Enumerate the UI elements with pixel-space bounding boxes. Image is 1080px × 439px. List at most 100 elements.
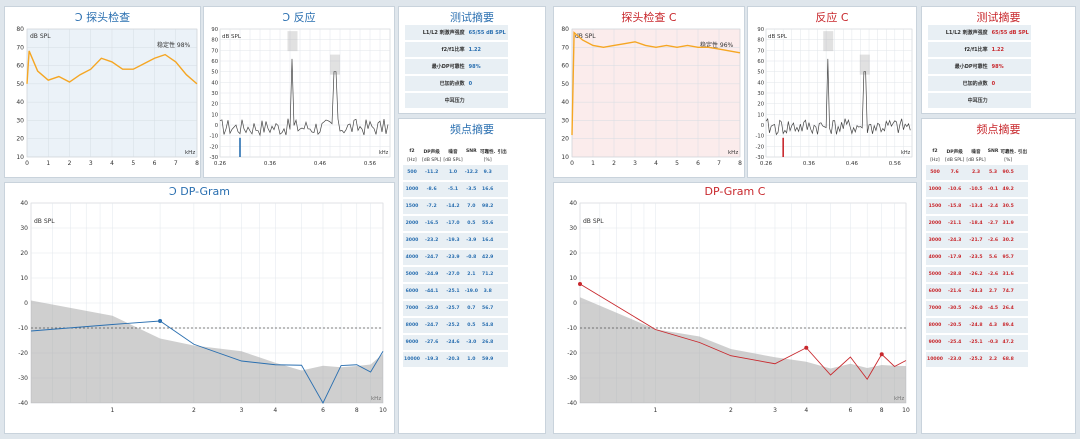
y-tick-label: 70 [561, 44, 569, 51]
x-tick-label: 0 [25, 160, 29, 167]
x-tick-label: 2 [612, 160, 616, 167]
table-cell: 0.5 [463, 215, 479, 233]
y-tick-label: 70 [16, 44, 24, 51]
table-cell: 1000 [403, 181, 421, 199]
table-cell: 3000 [403, 232, 421, 250]
table-cell: 26.8 [478, 334, 497, 352]
table-cell: -18.4 [965, 215, 987, 233]
column-header: SNR [987, 149, 999, 154]
table-cell: -44.1 [420, 283, 443, 301]
x-tick-label: 0.26 [760, 161, 773, 167]
x-unit-label: kHz [379, 150, 389, 156]
dp-point [158, 319, 163, 323]
summary-value: 0 [466, 75, 508, 93]
table-cell: -5.1 [442, 181, 464, 199]
table-row: 1500 -7.2 -14.2 7.0 98.2 [403, 198, 508, 216]
table-cell: -25.1 [965, 334, 987, 352]
y-unit-label: dB SPL [222, 34, 242, 40]
right-freq-summary-table: f2 DP声级 噪音 SNR 可靠性. 引出 [Hz] [dB SPL] [dB SPL] [%]… [926, 147, 1029, 369]
y-tick-label: 60 [16, 63, 24, 70]
table-row: 1000 -8.6 -5.1 -3.5 16.6 [403, 181, 508, 199]
stability-label: 稳定性 96% [700, 41, 734, 49]
right-probe-panel: 探头检查 C 80 70 60 50 40 30 20 10 0 1 2 3 4 5 6 7 8 dB SPL 稳定… [553, 6, 745, 178]
table-cell: -27.0 [442, 266, 464, 284]
y-tick-label: 10 [757, 112, 764, 118]
table-cell: -24.7 [420, 249, 443, 267]
table-cell: -25.4 [943, 334, 966, 352]
table-row: 2000 -16.5 -17.0 0.5 55.6 [403, 215, 508, 233]
y-tick-label: 20 [757, 102, 764, 108]
left-freq-summary-title: 频点摘要 [450, 123, 494, 136]
summary-key: 最小DP可靠性 [405, 58, 467, 76]
summary-value: 1.22 [466, 41, 508, 59]
summary-row: 中耳压力 [928, 92, 1031, 110]
table-cell: -10.6 [943, 181, 966, 199]
summary-key: 中耳压力 [405, 92, 467, 110]
table-row: 9000 -25.4 -25.1 -0.3 47.2 [926, 334, 1029, 352]
right-probe-title: 探头检查 C [621, 11, 677, 24]
y-tick-label: 20 [20, 250, 28, 257]
x-tick-label: 3 [240, 407, 244, 414]
table-cell: 4000 [403, 249, 421, 267]
table-cell: 3000 [926, 232, 944, 250]
right-response-panel: 反应 C 90 80 70 60 50 40 30 20 10 0 -10 -20 -30 0.26 0.3… [747, 6, 917, 178]
summary-row: L1/L2 刺激声强度 65/55 dB SPL [928, 25, 1031, 42]
table-cell: 89.4 [999, 317, 1017, 335]
y-tick-label: 50 [757, 70, 764, 76]
summary-key: f2/f1比率 [928, 41, 990, 59]
y-tick-label: 90 [757, 27, 764, 33]
table-cell: 7.0 [463, 198, 479, 216]
summary-row: f2/f1比率 1.22 [928, 41, 1031, 59]
summary-row: 最小DP可靠性 98% [405, 58, 508, 76]
table-cell: 9000 [403, 334, 421, 352]
summary-value [466, 92, 508, 110]
table-row: 1000 -10.6 -10.5 -0.1 49.2 [926, 181, 1029, 199]
table-cell: -24.9 [420, 266, 443, 284]
table-cell: 9.3 [478, 165, 497, 182]
response-trace [765, 58, 911, 136]
table-cell: 5000 [403, 266, 421, 284]
summary-row: 最小DP可靠性 98% [928, 58, 1031, 76]
table-cell [496, 283, 508, 301]
table-cell: 47.2 [999, 334, 1017, 352]
table-cell: 2000 [926, 215, 944, 233]
table-cell: 16.6 [478, 181, 497, 199]
table-cell: 4.3 [986, 317, 1000, 335]
y-unit-label: dB SPL [583, 218, 604, 225]
left-response-chart: 90 80 70 60 50 40 30 20 10 0 -10 -20 -300.26 0.36 0.46… [210, 27, 391, 167]
table-cell: -27.6 [420, 334, 443, 352]
table-cell: -24.7 [420, 317, 443, 335]
table-row: 3000 -24.3 -21.7 -2.6 30.2 [926, 232, 1029, 250]
table-cell: 2.3 [965, 165, 987, 182]
table-cell: -19.3 [420, 351, 443, 369]
y-tick-label: 0 [761, 123, 764, 129]
table-cell: 5000 [926, 266, 944, 284]
table-cell [496, 181, 508, 199]
y-tick-label: 30 [757, 91, 764, 97]
column-header: 可靠性. [479, 149, 496, 155]
table-cell: 59.9 [478, 351, 497, 369]
x-tick-label: 6 [321, 407, 325, 414]
x-tick-label: 0.46 [314, 161, 327, 167]
stimulus-marker [287, 31, 298, 52]
y-tick-label: 20 [561, 136, 569, 143]
table-cell: 3.8 [478, 283, 497, 301]
x-tick-label: 7 [717, 160, 721, 167]
summary-key: L1/L2 刺激声强度 [928, 25, 990, 42]
left-probe-chart: 80 70 60 50 40 30 20 100 1 2 3 4 5 6 7 8 dB SPL 稳定性 98% kH… [16, 26, 199, 167]
left-freq-summary-panel: 频点摘要 f2 DP声级 噪音 SNR 可靠性. 引出 [Hz] [dB SPL] [dB SP… [398, 118, 546, 434]
table-cell: 8000 [403, 317, 421, 335]
table-cell [1016, 266, 1029, 284]
probe-curve [26, 50, 198, 85]
y-tick-label: 40 [757, 80, 764, 86]
y-tick-label: -20 [18, 350, 28, 357]
table-cell: 7.6 [943, 165, 966, 182]
y-tick-label: 40 [20, 200, 28, 207]
table-cell [496, 300, 508, 318]
table-cell [1016, 283, 1029, 301]
table-cell: -25.0 [420, 300, 443, 318]
column-unit [1017, 156, 1028, 165]
right-test-summary-title: 测试摘要 [976, 11, 1021, 24]
ear-left-icon: Ↄ [74, 11, 83, 24]
column-unit: [dB SPL] [966, 158, 986, 163]
